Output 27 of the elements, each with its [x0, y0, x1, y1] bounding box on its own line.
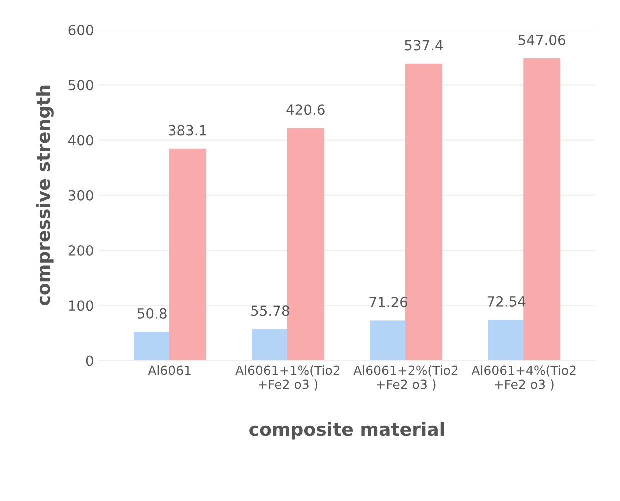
y-tick-label: 0 [86, 356, 94, 366]
bar [406, 64, 442, 361]
y-axis-title: compressive strength [36, 86, 54, 306]
bar [488, 320, 526, 361]
data-label: 420.6 [286, 104, 325, 116]
data-label: 72.54 [488, 296, 526, 307]
y-tick-label: 100 [69, 300, 94, 312]
x-tick-label: Al6061+2%(Tio2 +Fe2 o3 ) [354, 366, 458, 391]
data-label: 50.8 [138, 308, 167, 319]
bar [370, 320, 407, 361]
x-tick-label: Al6061+1%(Tio2 +Fe2 o3 ) [236, 366, 340, 391]
y-tick-label: 200 [68, 245, 94, 256]
y-tick-label: 600 [68, 25, 94, 36]
data-label: 71.26 [370, 297, 408, 308]
data-label: 55.78 [252, 306, 290, 316]
data-label: 383.1 [168, 125, 206, 136]
bar [169, 148, 206, 361]
y-tick-label: 300 [68, 190, 94, 201]
data-label: 537.4 [405, 40, 444, 51]
bar [134, 332, 171, 361]
y-tick-label: 400 [68, 135, 94, 146]
x-tick-label: Al6061 [148, 366, 191, 376]
data-label: 547.06 [518, 34, 566, 46]
bar [252, 329, 289, 361]
x-tick-label: Al6061+4%(Tio2 +Fe2 o3 ) [472, 366, 576, 391]
y-tick-label: 500 [68, 80, 94, 91]
x-axis-title: composite material [250, 422, 444, 440]
